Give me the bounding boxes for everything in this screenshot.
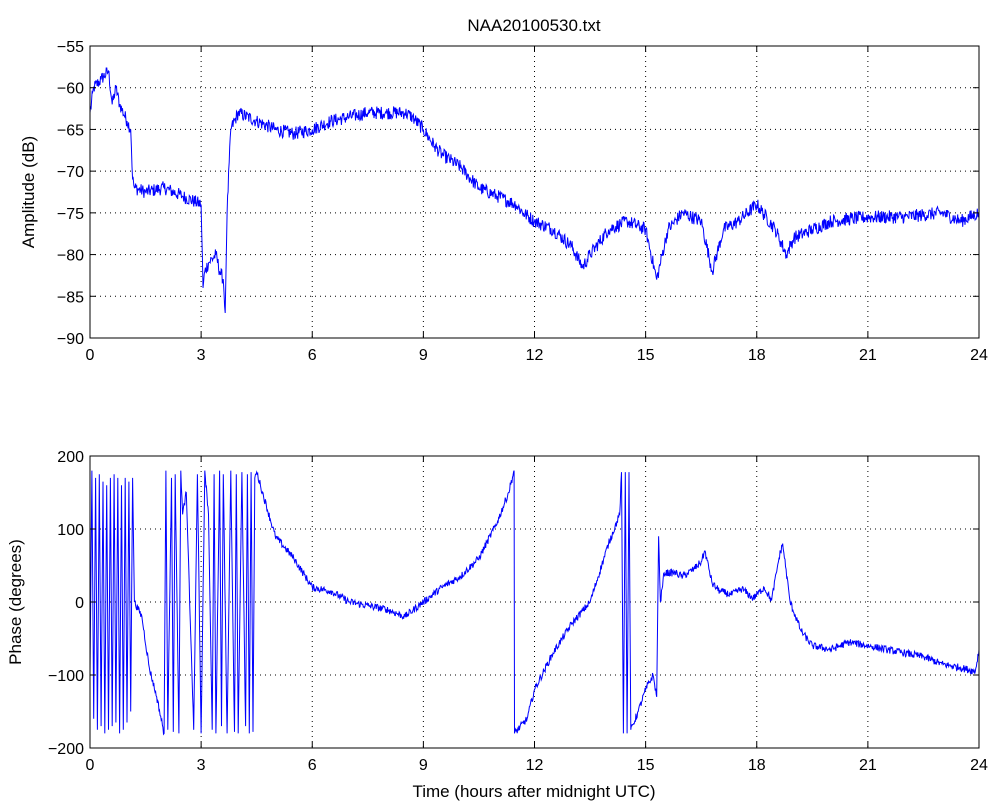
- phase-x-tick-label: 0: [86, 757, 95, 774]
- amplitude-series-line: [89, 67, 980, 314]
- amplitude-ticks: 0 3 6 9 12 15 18 21 24 −90 −85 −80 −75 −70 −65 −60 −55: [57, 39, 988, 364]
- amplitude-axes: 0 3 6 9 12 15 18 21 24 −90 −85 −80 −75 −70 −65 −60 −55 A…: [19, 39, 988, 364]
- amplitude-x-tick-label: 9: [419, 347, 428, 364]
- amplitude-x-tick-label: 12: [526, 347, 544, 364]
- phase-y-tick-label: 100: [57, 522, 84, 539]
- phase-y-tick-label: −200: [48, 741, 84, 758]
- amplitude-x-tick-label: 18: [748, 347, 766, 364]
- amplitude-y-tick-label: −90: [57, 331, 84, 348]
- amplitude-y-tick-label: −65: [57, 122, 84, 139]
- phase-y-tick-label: 0: [75, 595, 84, 612]
- phase-x-tick-label: 9: [419, 757, 428, 774]
- phase-x-tick-label: 6: [308, 757, 317, 774]
- phase-y-tick-label: 200: [57, 449, 84, 466]
- phase-series-line: [89, 470, 980, 736]
- phase-axes: 0 3 6 9 12 15 18 21 24 −200 −100 0 100 200 Phase (deg…: [6, 449, 988, 801]
- amplitude-y-tick-label: −55: [57, 39, 84, 56]
- amplitude-grid: [90, 46, 979, 338]
- phase-ticks: 0 3 6 9 12 15 18 21 24 −200 −100 0 100 200: [48, 449, 988, 774]
- phase-y-tick-label: −100: [48, 668, 84, 685]
- amplitude-y-tick-label: −60: [57, 81, 84, 98]
- phase-x-tick-label: 12: [526, 757, 544, 774]
- amplitude-x-tick-label: 3: [197, 347, 206, 364]
- amplitude-x-tick-label: 15: [637, 347, 655, 364]
- amplitude-y-tick-label: −75: [57, 206, 84, 223]
- phase-x-tick-label: 21: [859, 757, 877, 774]
- phase-x-tick-label: 3: [197, 757, 206, 774]
- phase-x-tick-label: 15: [637, 757, 655, 774]
- amplitude-x-tick-label: 0: [86, 347, 95, 364]
- amplitude-y-tick-label: −85: [57, 289, 84, 306]
- amplitude-y-tick-label: −80: [57, 248, 84, 265]
- amplitude-x-tick-label: 24: [970, 347, 988, 364]
- phase-x-tick-label: 24: [970, 757, 988, 774]
- amplitude-x-tick-label: 6: [308, 347, 317, 364]
- amplitude-x-tick-label: 21: [859, 347, 877, 364]
- amplitude-y-tick-label: −70: [57, 164, 84, 181]
- phase-x-tick-label: 18: [748, 757, 766, 774]
- figure-title: NAA20100530.txt: [467, 16, 601, 35]
- phase-x-axis-label: Time (hours after midnight UTC): [412, 782, 655, 801]
- amplitude-y-axis-label: Amplitude (dB): [19, 136, 38, 248]
- phase-y-axis-label: Phase (degrees): [6, 539, 25, 665]
